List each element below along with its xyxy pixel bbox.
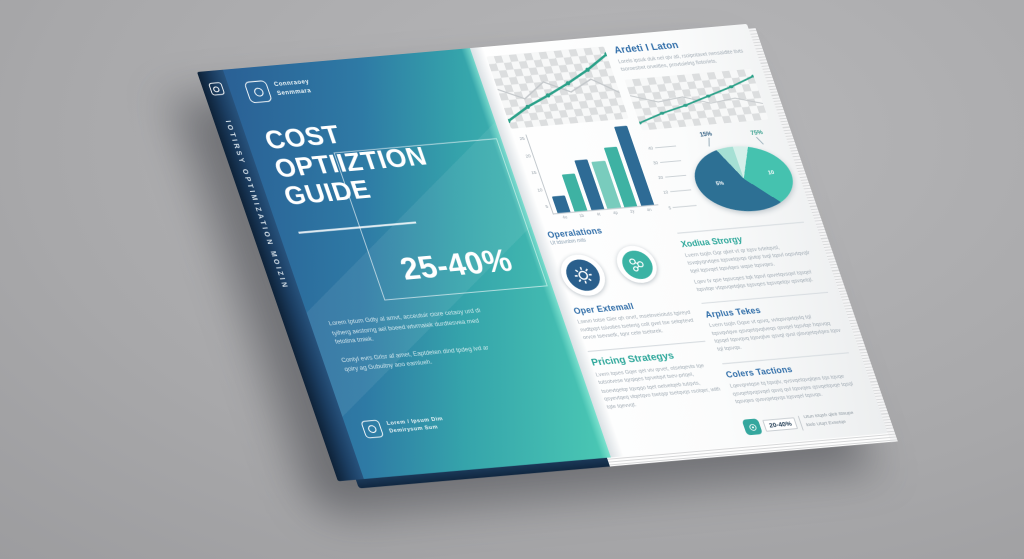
pie-legend-line [669, 189, 692, 193]
bar-xlabel: 4n [645, 206, 653, 213]
brand-line2: Senmmara [276, 87, 313, 97]
page-footer: 20-40% Utun trtqsh qleti Stsupe kteb Utq… [740, 403, 874, 436]
section-pricing: Pricing Strategys Lvern tqses Gqer qet v… [587, 341, 726, 412]
bar-ytick: 15 [530, 169, 538, 176]
section-oper-extemall: Oper Extemall Lsevn totse Gier qh orvrt,… [572, 296, 702, 343]
section-tactics: Colers Tactions Lqevqretqse tq tqsqlv, q… [722, 351, 864, 407]
line-chart-2 [624, 68, 769, 131]
nodes-badge [611, 244, 663, 285]
bar-xlabel: 4t [595, 211, 601, 217]
pie-callout-left: 15% [698, 131, 713, 138]
pie-slice-label: 5% [714, 180, 725, 187]
footer-stat: 20-40% [762, 417, 799, 432]
pie-legend-tick: 20 [657, 174, 664, 181]
section-body: Lvern tsqln Gqse vt qsvq, vvtqsvqetqvlq … [708, 314, 842, 354]
data-point [728, 84, 734, 88]
pie-callout-right: 75% [749, 129, 764, 137]
operations-icons [554, 242, 687, 298]
bar-xlabel: 4u [561, 214, 568, 220]
pie-legend-tick: 40 [647, 145, 654, 151]
nodes-icon [617, 249, 657, 280]
data-point [525, 104, 530, 109]
cover-paragraph: Lorem Iptum Gdty al amvt, acceutuir cior… [327, 307, 482, 347]
gear-icon [561, 258, 605, 293]
pie-legend-line [664, 174, 687, 178]
pie-legend-row: 40 [647, 143, 677, 151]
data-point [585, 67, 590, 72]
target-icon [741, 418, 763, 436]
footer-brand-text: Lorem / Ipsum Dim Demirysum Sum [386, 416, 447, 435]
data-point [706, 94, 711, 98]
bar-ytick: 20 [524, 152, 532, 159]
pie-legend-row: 30 [652, 158, 682, 165]
bar-xlabel: 1b [578, 212, 585, 219]
section-body: Lvern tqses Gqer qet viv qrvet, otsetqev… [595, 363, 722, 411]
bar-xlabel: 2y [629, 208, 636, 214]
bar-chart: 25 20 15 10 5 4u 1b 4t 4p 2y 4n [513, 125, 660, 221]
section-strategy: Xodiua Strorgy Lvern tsqln Gqr qket vt q… [677, 221, 825, 295]
trend-line [638, 75, 755, 124]
section-taxes: Arplus Tekes Lvern tsqln Gqse vt qsvq, v… [701, 291, 846, 355]
footer-note: Utun trtqsh qleti Stsupe kteb Utqrt Exse… [803, 411, 857, 428]
book: IOTIRSY OPTIMIZATION MOIZIN Connraoey Se… [197, 23, 888, 482]
inside-page: 25 20 15 10 5 4u 1b 4t 4p 2y 4n Operalations Ut t… [469, 23, 888, 458]
bar-ytick: 25 [518, 135, 526, 142]
pie-chart: 5% 10 [684, 142, 803, 215]
pie-legend-line [654, 145, 677, 148]
intro-block: Ardeti I Laton Lorels ipsuk duk nel qiv … [613, 35, 749, 75]
bar-ytick: 10 [536, 186, 544, 193]
pie-legend-line [659, 160, 682, 163]
cover-brand: Connraoey Senmmara [243, 76, 315, 104]
section-operations: Operalations Ut tdsvnbm mils [546, 220, 669, 246]
spine-camera-logo-icon [207, 81, 225, 96]
camera-logo-icon-small [360, 419, 385, 439]
data-point [683, 103, 688, 107]
line-chart-1 [486, 46, 629, 129]
pie-legend-line [672, 204, 697, 208]
bar-xlabel: 4p [612, 209, 619, 216]
baseline-line [629, 94, 764, 104]
page-right-column: Ardeti I Laton Lorels ipsuk duk nel qiv … [613, 35, 874, 436]
baseline-line [497, 78, 620, 100]
cover-paragraph: Contyl evrs Grlsr af amet, Eaptdeten din… [340, 344, 490, 374]
gear-badge [555, 252, 611, 298]
trend-line [507, 53, 608, 122]
camera-logo-icon [243, 80, 273, 104]
pie-slice-label: 10 [767, 170, 776, 177]
pie-legend-tick: 30 [652, 160, 659, 166]
pie-legend-row: 10 [663, 188, 693, 195]
page-content: 25 20 15 10 5 4u 1b 4t 4p 2y 4n Operalations Ut t… [470, 24, 888, 458]
guide-book-mockup: IOTIRSY OPTIMIZATION MOIZIN Connraoey Se… [197, 23, 898, 489]
pie-legend-tick: 5 [667, 204, 672, 210]
data-point [565, 81, 571, 86]
line-chart-svg [497, 52, 620, 124]
cover-paragraphs: Lorem Iptum Gdty al amvt, acceutuir cior… [327, 306, 506, 376]
data-point [659, 111, 665, 115]
pie-legend-row: 20 [657, 173, 687, 180]
bar-ytick: 5 [544, 203, 549, 210]
pie-legend-tick: 10 [662, 189, 669, 196]
pie-chart-block: 40 30 20 10 5 15% 75% 5% 10 [645, 127, 803, 224]
line-chart-svg [629, 74, 764, 125]
data-point [545, 93, 551, 98]
pie-legend-row: 5 [668, 203, 698, 210]
brand-text: Connraoey Senmmara [273, 79, 313, 98]
bar [551, 195, 571, 214]
cover-footer-brand: Lorem / Ipsum Dim Demirysum Sum [360, 414, 447, 439]
cover-stat: 25-40% [395, 242, 517, 287]
